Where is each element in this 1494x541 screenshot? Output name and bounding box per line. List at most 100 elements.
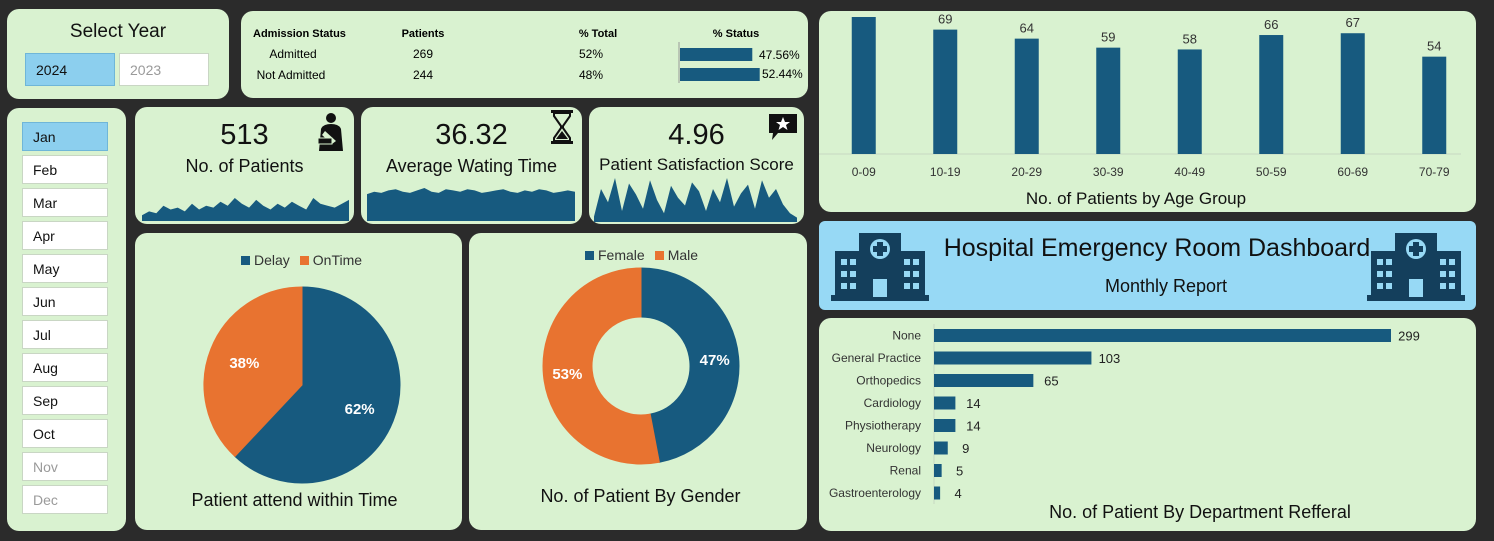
- month-button-sep[interactable]: Sep: [22, 386, 108, 415]
- month-button-jul[interactable]: Jul: [22, 320, 108, 349]
- month-button-dec[interactable]: Dec: [22, 485, 108, 514]
- bar-value-label: 66: [1264, 17, 1278, 32]
- category-label-orthopedics: Orthopedics: [856, 374, 921, 388]
- kpi-patients-label: No. of Patients: [185, 156, 304, 176]
- gender-chart-title: No. of Patient By Gender: [540, 486, 741, 506]
- department-referral-chart: None 299 General Practice 103 Orthopedics 65 C…: [829, 324, 1420, 504]
- bar-value-label: 103: [1099, 351, 1121, 366]
- department-referral-card: None 299 General Practice 103 Orthopedics 65 C…: [819, 318, 1476, 531]
- slice-label-male: 53%: [552, 366, 582, 383]
- category-label-renal: Renal: [890, 464, 921, 478]
- admission-status-card: Admission Status Patients % Total % Stat…: [241, 11, 808, 98]
- attendance-chart-title: Patient attend within Time: [191, 490, 398, 510]
- sparkline-area: [142, 198, 349, 221]
- legend-item-female: Female: [585, 247, 645, 263]
- month-button-jun[interactable]: Jun: [22, 287, 108, 316]
- dashboard-banner: Hospital Emergency Room Dashboard Monthl…: [819, 221, 1476, 310]
- row-not-admitted-pct-status: 52.44%: [762, 67, 803, 81]
- bar-value-label: 299: [1398, 329, 1420, 344]
- bar-value-label: 5: [956, 464, 963, 479]
- x-tick-label: 20-29: [1011, 165, 1042, 179]
- row-admitted-status: Admitted: [269, 47, 316, 61]
- x-tick-label: 10-19: [930, 165, 961, 179]
- kpi-wait-value: 36.32: [435, 119, 508, 151]
- admission-status-table: Admission Status Patients % Total % Stat…: [253, 28, 803, 83]
- year-selector-title: Select Year: [69, 21, 167, 42]
- row-admitted-patients: 269: [413, 47, 433, 61]
- x-tick-label: 40-49: [1174, 165, 1205, 179]
- month-button-feb[interactable]: Feb: [22, 155, 108, 184]
- patient-icon: [317, 113, 343, 151]
- month-button-mar[interactable]: Mar: [22, 188, 108, 217]
- bar-10-19: [933, 29, 958, 154]
- rating-icon: [769, 114, 797, 140]
- bar-physiotherapy: [934, 419, 956, 432]
- bar-value-label: 65: [1044, 374, 1058, 389]
- bar-20-29: [1014, 38, 1039, 154]
- department-chart-title: No. of Patient By Department Refferal: [1049, 502, 1351, 522]
- x-tick-label: 60-69: [1337, 165, 1368, 179]
- sparkline-area: [594, 178, 797, 222]
- bar-value-label: 14: [966, 396, 980, 411]
- kpi-wait-sparkline: [367, 188, 575, 221]
- row-not-admitted-patients: 244: [413, 68, 433, 82]
- attendance-pie-chart: 62% 38%: [203, 286, 401, 484]
- legend-swatch-female: [585, 251, 594, 260]
- legend-item-ontime: OnTime: [299, 252, 362, 268]
- bar-general-practice: [934, 351, 1092, 365]
- slice-male: [542, 267, 660, 465]
- kpi-patients-card: 513 No. of Patients: [135, 107, 354, 224]
- bar-value-label: 4: [954, 486, 961, 501]
- kpi-satisfaction-card: 4.96 Patient Satisfaction Score: [589, 107, 804, 224]
- category-label-physiotherapy: Physiotherapy: [845, 419, 921, 433]
- category-label-neurology: Neurology: [866, 441, 921, 455]
- kpi-satisfaction-value: 4.96: [668, 119, 725, 151]
- x-tick-label: 30-39: [1093, 165, 1124, 179]
- bar-cardiology: [934, 396, 956, 410]
- x-tick-label: 0-09: [852, 165, 876, 179]
- slice-ontime: [203, 286, 303, 458]
- kpi-patients-sparkline: [142, 198, 349, 221]
- month-button-jan[interactable]: Jan: [22, 122, 108, 151]
- gender-donut-card: Female Male 47% 53% No. of Patient By Gen…: [469, 233, 807, 530]
- month-button-apr[interactable]: Apr: [22, 221, 108, 250]
- kpi-satisfaction-label: Patient Satisfaction Score: [599, 155, 794, 174]
- legend-item-male: Male: [654, 247, 698, 263]
- year-button-2023[interactable]: 2023: [119, 53, 209, 86]
- year-button-2024[interactable]: 2024: [25, 53, 115, 86]
- bar-value-label: 64: [1020, 21, 1034, 36]
- pct-status-bar-admitted: [680, 48, 753, 61]
- bar-value-label: 76: [857, 11, 871, 14]
- age-group-chart-title: No. of Patients by Age Group: [1025, 189, 1247, 208]
- legend-swatch-delay: [241, 256, 250, 265]
- category-label-none: None: [892, 329, 921, 343]
- month-button-may[interactable]: May: [22, 254, 108, 283]
- bar-40-49: [1177, 49, 1202, 154]
- bar-value-label: 54: [1427, 39, 1441, 54]
- header-admission-status: Admission Status: [253, 28, 346, 40]
- header-patients: Patients: [402, 28, 445, 40]
- attendance-legend: Delay OnTime: [241, 252, 362, 268]
- header-pct-status: % Status: [713, 28, 759, 40]
- bar-value-label: 14: [966, 419, 980, 434]
- x-tick-label: 50-59: [1256, 165, 1287, 179]
- slice-label-ontime: 38%: [229, 355, 259, 372]
- bar-value-label: 67: [1346, 15, 1360, 30]
- attendance-pie-card: Delay OnTime 62% 38% Patient attend withi…: [135, 233, 462, 530]
- month-selector-card: Jan Feb Mar Apr May Jun Jul Aug Sep Oct Nov Dec: [7, 108, 126, 531]
- month-button-aug[interactable]: Aug: [22, 353, 108, 382]
- category-label-gastroenterology: Gastroenterology: [829, 486, 921, 500]
- legend-swatch-male: [654, 251, 664, 260]
- year-selector-card: Select Year 2024 2023: [7, 9, 229, 99]
- gender-legend: Female Male: [585, 247, 698, 263]
- month-button-oct[interactable]: Oct: [22, 419, 108, 448]
- month-button-nov[interactable]: Nov: [22, 452, 108, 481]
- bar-value-label: 69: [938, 12, 952, 27]
- age-group-card: 76 0-09 69 10-19 64 20-29 59 30-39 58 40-49 66 50-5…: [819, 11, 1476, 212]
- row-admitted-pct-status: 47.56%: [759, 48, 800, 62]
- bar-none: [934, 329, 1391, 342]
- slice-label-female: 47%: [700, 352, 730, 369]
- bar-50-59: [1259, 35, 1284, 154]
- bar-60-69: [1340, 33, 1365, 154]
- hourglass-icon: [551, 110, 573, 144]
